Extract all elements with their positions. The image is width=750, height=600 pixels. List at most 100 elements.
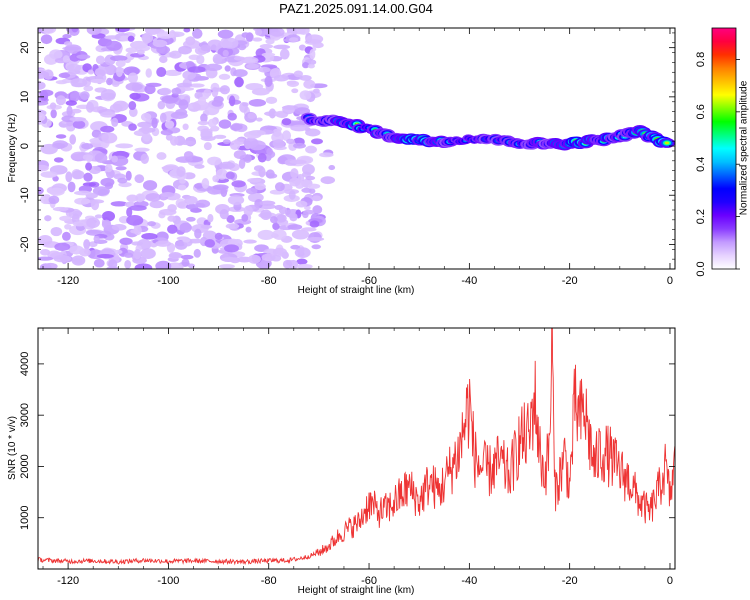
chart-title: PAZ1.2025.091.14.00.G04 <box>279 1 433 16</box>
spectrogram-noise-blob <box>293 142 306 149</box>
spectrogram-noise-blob <box>179 140 197 146</box>
spectrogram-noise-blob <box>114 249 123 255</box>
spectrogram-noise-blob <box>218 73 231 80</box>
spectrogram-noise-blob <box>152 39 168 48</box>
spectrogram-noise-blob <box>40 249 51 256</box>
spectrogram-noise-blob <box>290 124 309 132</box>
spectrogram-noise-blob <box>219 161 235 170</box>
spectrogram-noise-blob <box>241 214 249 222</box>
spectrogram-noise-blob <box>100 111 116 118</box>
spectrogram-noise-blob <box>82 154 94 161</box>
spectrogram-noise-blob <box>101 132 118 144</box>
spectrogram-noise-blob <box>287 224 303 230</box>
spectrogram-noise-blob <box>149 200 165 209</box>
spectrogram-noise-blob <box>214 232 223 241</box>
spectrogram-noise-blob <box>178 99 189 110</box>
spectrogram-noise-blob <box>76 54 91 59</box>
spectrogram-noise-blob <box>79 91 90 100</box>
spectrogram-noise-blob <box>200 113 208 123</box>
spectrogram-noise-blob <box>41 28 57 34</box>
colorbar-tick-label: 0.0 <box>695 261 707 276</box>
spectrogram-noise-blob <box>44 215 52 222</box>
spectrogram-noise-blob <box>188 263 196 269</box>
spectrogram-noise-blob <box>271 254 282 262</box>
spectrogram-noise-blob <box>53 157 64 163</box>
spectrogram-noise-blob <box>266 147 273 156</box>
spectrogram-noise-blob <box>303 79 316 89</box>
spectrogram-noise-blob <box>93 258 105 268</box>
spectrogram-x-tick-label: -100 <box>157 275 179 287</box>
spectrogram-noise-blob <box>312 88 320 94</box>
spectrogram-noise-blob <box>65 171 73 183</box>
spectrogram-noise-blob <box>40 34 53 45</box>
spectrogram-noise-blob <box>100 89 116 100</box>
colorbar-tick-label: 0.8 <box>695 52 707 67</box>
spectrogram-noise-blob <box>247 112 257 120</box>
spectrogram-noise-blob <box>255 28 263 36</box>
spectrogram-noise-blob <box>219 85 230 95</box>
spectrogram-y-tick-label: 10 <box>19 91 31 103</box>
spectrogram-noise-blob <box>128 123 137 131</box>
spectrogram-noise-blob <box>289 212 298 222</box>
spectrogram-noise-blob <box>127 72 138 84</box>
spectrogram-noise-blob <box>72 170 85 180</box>
spectrogram-noise-blob <box>169 135 179 146</box>
snr-x-axis-label: Height of straight line (km) <box>298 585 415 596</box>
spectrogram-noise-blob <box>115 60 126 68</box>
spectrogram-noise-blob <box>160 129 174 136</box>
spectrogram-noise-blob <box>288 190 296 200</box>
snr-y-ticks: 1000 2000 3000 4000 <box>19 352 675 530</box>
spectrogram-noise-blob <box>136 49 145 55</box>
spectrogram-noise-blob <box>143 180 158 191</box>
spectrogram-noise-blob <box>124 260 132 269</box>
spectrogram-noise-blob <box>227 112 237 121</box>
spectrogram-noise-blob <box>248 140 266 151</box>
spectrogram-noise-blob <box>86 28 102 36</box>
snr-x-tick-label: -60 <box>361 575 377 587</box>
spectrogram-noise-blob <box>288 37 299 43</box>
spectrogram-noise-blob <box>111 224 127 231</box>
spectrogram-noise-blob <box>65 100 77 106</box>
spectrogram-noise-blob <box>269 216 278 224</box>
spectrogram-noise-blob <box>38 112 46 122</box>
spectrogram-noise-blob <box>167 215 176 222</box>
spectrogram-ridge-cell <box>665 142 669 144</box>
spectrogram-noise-blob <box>207 214 214 223</box>
spectrogram-noise-blob <box>307 63 315 69</box>
spectrogram-noise-blob <box>125 170 132 181</box>
spectrogram-noise-blob <box>38 186 44 195</box>
spectrogram-noise-blob <box>38 256 54 261</box>
spectrogram-noise-blob <box>201 178 210 189</box>
spectrogram-noise-blob <box>158 87 172 96</box>
spectrogram-noise-blob <box>159 208 177 216</box>
spectrogram-noise-blob <box>294 247 311 258</box>
spectrogram-noise-blob <box>247 254 261 264</box>
spectrogram-signal-ridge <box>300 112 675 151</box>
spectrogram-noise-blob <box>282 259 292 269</box>
spectrogram-noise-blob <box>304 205 311 211</box>
spectrogram-noise-blob <box>63 41 73 46</box>
spectrogram-noise-blob <box>141 125 151 135</box>
spectrogram-noise-blob <box>140 153 149 165</box>
spectrogram-noise-blob <box>278 206 288 215</box>
spectrogram-noise-blob <box>52 206 69 212</box>
spectrogram-noise-blob <box>238 158 246 169</box>
spectrogram-noise-blob <box>187 66 206 73</box>
colorbar-tick-label: 0.4 <box>695 157 707 172</box>
spectrogram-noise-blob <box>129 205 147 211</box>
spectrogram-noise-blob <box>108 259 118 269</box>
spectrogram-noise-blob <box>59 215 72 222</box>
spectrogram-noise-blob <box>177 184 187 191</box>
spectrogram-noise-blob <box>94 152 108 163</box>
spectrogram-noise-blob <box>265 38 275 45</box>
spectrogram-noise-blob <box>140 248 156 259</box>
snr-y-tick-label: 1000 <box>19 505 31 529</box>
spectrogram-noise-blob <box>261 52 276 57</box>
spectrogram-y-tick-label: -20 <box>19 236 31 252</box>
spectrogram-noise-blob <box>38 164 49 172</box>
spectrogram-noise-blob <box>265 169 275 179</box>
spectrogram-noise-blob <box>289 159 307 165</box>
spectrogram-noise-blob <box>258 166 266 178</box>
spectrogram-noise-blob <box>228 95 236 107</box>
